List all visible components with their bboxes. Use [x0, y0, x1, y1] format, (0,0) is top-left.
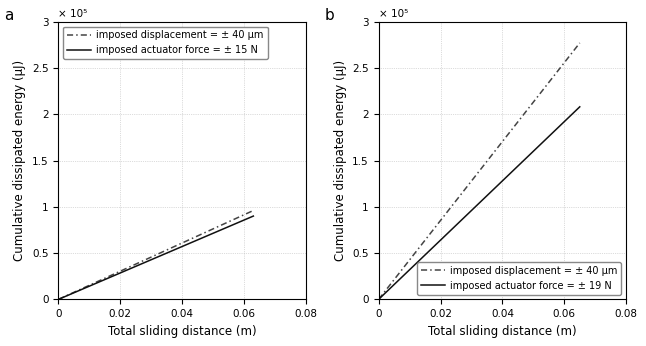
- imposed actuator force = ± 15 N: [249, 214, 257, 218]
- Y-axis label: Cumulative dissipated energy (μJ): Cumulative dissipated energy (μJ): [14, 60, 26, 261]
- Text: × 10⁵: × 10⁵: [379, 9, 408, 19]
- Text: × 10⁵: × 10⁵: [58, 9, 88, 19]
- imposed actuator force = ± 15 N: [54, 297, 62, 301]
- Line: imposed displacement = ± 40 μm: imposed displacement = ± 40 μm: [58, 210, 253, 299]
- Legend: imposed displacement = ± 40 μm, imposed actuator force = ± 15 N: imposed displacement = ± 40 μm, imposed …: [63, 27, 267, 59]
- Line: imposed actuator force = ± 15 N: imposed actuator force = ± 15 N: [58, 216, 253, 299]
- X-axis label: Total sliding distance (m): Total sliding distance (m): [108, 325, 256, 338]
- Y-axis label: Cumulative dissipated energy (μJ): Cumulative dissipated energy (μJ): [334, 60, 347, 261]
- imposed displacement = ± 40 μm: [249, 208, 257, 212]
- X-axis label: Total sliding distance (m): Total sliding distance (m): [428, 325, 577, 338]
- Legend: imposed displacement = ± 40 μm, imposed actuator force = ± 19 N: imposed displacement = ± 40 μm, imposed …: [417, 262, 621, 294]
- imposed displacement = ± 40 μm: [54, 297, 62, 301]
- Text: a: a: [4, 8, 14, 23]
- Text: b: b: [324, 8, 334, 23]
